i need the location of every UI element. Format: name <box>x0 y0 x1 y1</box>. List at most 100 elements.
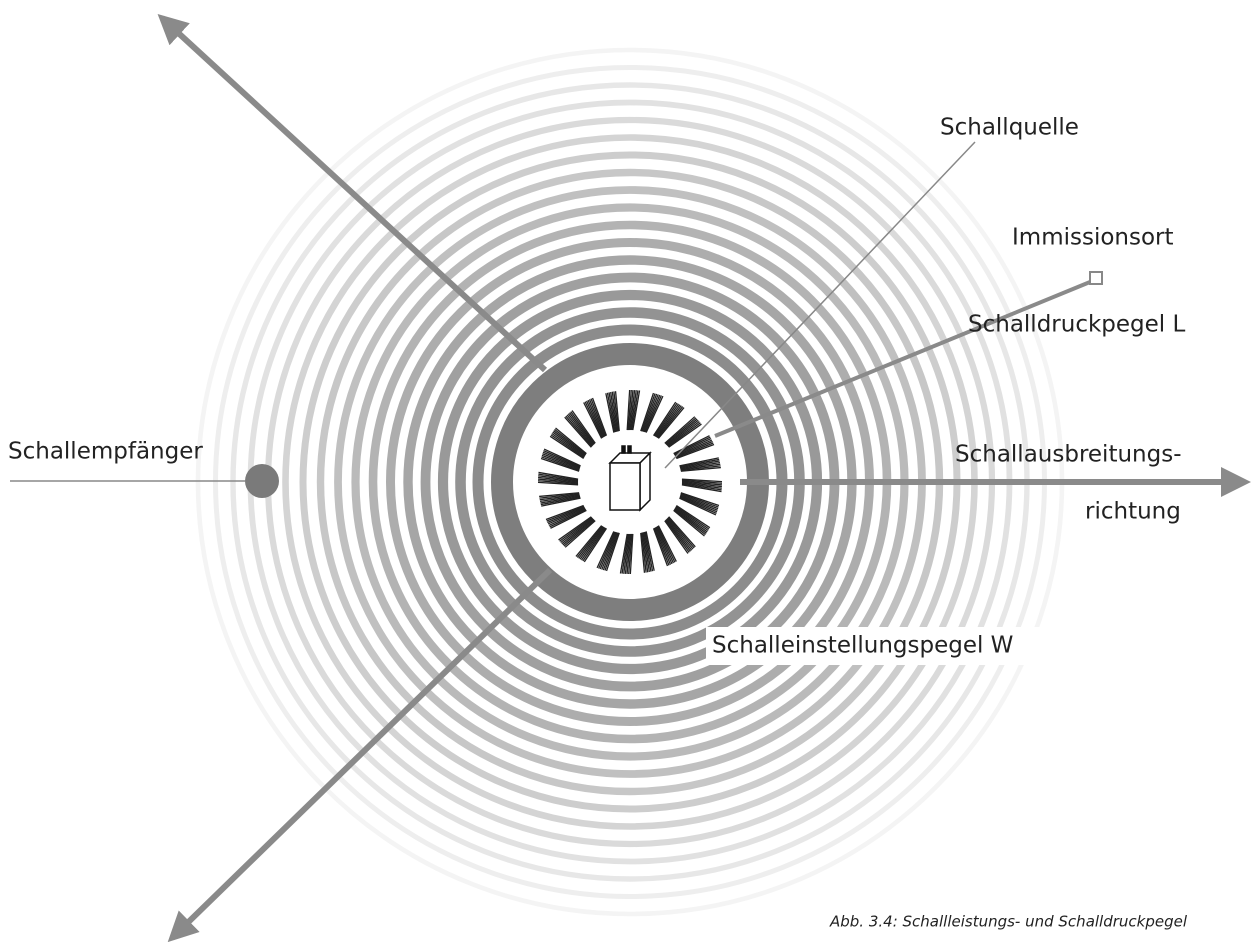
hatch-line <box>631 390 639 431</box>
hatch-line <box>681 482 722 489</box>
label: Schallempfänger <box>8 439 203 465</box>
hatch-line <box>541 497 581 507</box>
hatch-line <box>583 402 603 439</box>
hatch-line <box>666 518 693 551</box>
hatch-line <box>598 531 616 569</box>
hatch-line <box>537 480 579 485</box>
label: Schallausbreitungs- <box>955 442 1182 468</box>
immission-pointer <box>714 280 1091 438</box>
hatch-line <box>563 519 595 547</box>
hatch-line <box>539 492 580 499</box>
hatch-line <box>664 519 690 553</box>
hatch-line <box>680 466 721 472</box>
hatch-line <box>579 526 605 560</box>
hatch-line <box>547 506 585 524</box>
hatch-line <box>676 443 715 460</box>
hatch-line <box>576 525 603 558</box>
hatch-line <box>539 492 580 498</box>
hatch-line <box>630 390 637 431</box>
hatch-line <box>641 393 656 432</box>
hatch-line <box>550 509 587 529</box>
hatch-line <box>681 480 723 486</box>
hatch-line <box>569 412 595 445</box>
hatch-line <box>547 507 586 525</box>
hatch-line <box>679 497 717 516</box>
hatch-line <box>570 411 596 445</box>
sound-source-box <box>608 445 652 512</box>
hatch-line <box>642 394 659 433</box>
hatch-line <box>621 533 629 574</box>
hatch-line <box>679 458 720 468</box>
hatch-line <box>548 508 586 527</box>
hatch-line <box>666 517 694 550</box>
hatch-line <box>642 532 650 573</box>
hatch-line <box>599 531 617 570</box>
hatch-line <box>601 531 618 570</box>
hatch-line <box>555 427 587 455</box>
hatch-line <box>575 525 603 557</box>
hatch-line <box>644 531 654 572</box>
source-pointer <box>664 141 976 469</box>
hatch-line <box>562 518 595 546</box>
hatch-line <box>657 407 685 439</box>
hatch-line <box>561 518 594 545</box>
hatch-line <box>656 405 682 438</box>
hatch-line <box>655 526 673 565</box>
hatch-line <box>653 527 670 566</box>
hatch-line <box>584 401 603 439</box>
hatch-line <box>645 395 664 433</box>
hatch-line <box>664 416 696 444</box>
hatch-line <box>641 532 649 573</box>
hatch-line <box>681 478 723 483</box>
hatch-line <box>582 527 607 562</box>
immission-point <box>1089 271 1103 285</box>
hatch-line <box>674 507 708 533</box>
hatch-line <box>537 478 579 484</box>
hatch-line <box>676 504 711 529</box>
hatch-line <box>680 493 719 510</box>
hatch-line <box>629 533 634 575</box>
hatch-line <box>571 410 596 444</box>
hatch-line <box>566 414 594 447</box>
hatch-line <box>551 432 585 458</box>
label: richtung <box>1085 499 1181 525</box>
hatch-line <box>545 504 584 521</box>
hatch-line <box>614 391 620 432</box>
hatch-line <box>681 481 722 488</box>
hatch-line <box>542 451 581 469</box>
label-bg <box>706 627 1051 665</box>
hatch-line <box>674 508 707 534</box>
hatch-line <box>608 392 617 433</box>
hatch-line <box>657 525 677 562</box>
hatch-line <box>542 453 581 470</box>
hatch-line <box>680 493 719 508</box>
hatch-line <box>675 506 709 532</box>
hatch-line <box>668 423 702 448</box>
hatch-line <box>666 419 699 446</box>
hatch-line <box>590 398 607 437</box>
hatch-line <box>665 418 698 446</box>
hatch-line <box>679 496 717 514</box>
hatch-line <box>657 406 684 439</box>
hatch-line <box>626 389 631 431</box>
hatch-line <box>549 435 584 460</box>
hatch-line <box>680 462 721 470</box>
hatch-line <box>674 439 713 457</box>
hatch-line <box>564 416 592 448</box>
hatch-line <box>543 448 581 467</box>
hatch-line <box>629 390 636 431</box>
hatch-line <box>623 533 630 574</box>
hatch-line <box>583 528 608 563</box>
hatch-line <box>564 520 596 548</box>
label: Schallquelle <box>940 115 1079 141</box>
hatch-line <box>538 473 579 481</box>
hatch-line <box>673 509 705 537</box>
hatch-line <box>673 435 710 455</box>
hatch-line <box>565 415 593 447</box>
hatch-line <box>588 399 606 437</box>
hatch-line <box>550 434 585 459</box>
hatch-line <box>657 525 676 563</box>
hatch-line <box>546 505 585 522</box>
hatch-line <box>681 484 722 493</box>
